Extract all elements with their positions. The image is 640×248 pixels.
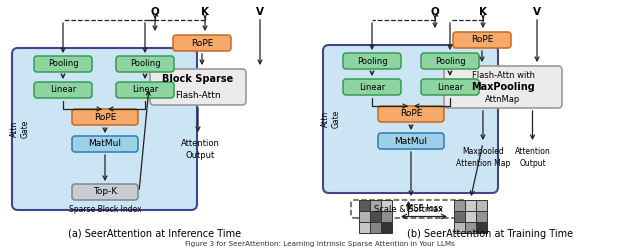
- Text: Linear: Linear: [359, 83, 385, 92]
- Text: Output: Output: [186, 151, 214, 159]
- Bar: [370, 222, 381, 233]
- Text: Flash-Attn with: Flash-Attn with: [472, 70, 534, 80]
- FancyBboxPatch shape: [421, 53, 479, 69]
- FancyBboxPatch shape: [351, 200, 466, 218]
- Bar: [370, 211, 381, 222]
- Text: Pooling: Pooling: [130, 60, 160, 68]
- Text: Block Sparse: Block Sparse: [163, 74, 234, 84]
- Text: Output: Output: [519, 158, 546, 167]
- Text: Scale & Softmax: Scale & Softmax: [374, 205, 443, 214]
- Bar: [359, 200, 370, 211]
- Bar: [359, 222, 370, 233]
- Text: Top-K: Top-K: [93, 187, 117, 196]
- Text: Pooling: Pooling: [356, 57, 387, 65]
- Bar: [454, 200, 465, 211]
- Text: Attention: Attention: [515, 148, 550, 156]
- Text: Q: Q: [150, 7, 159, 17]
- FancyBboxPatch shape: [116, 82, 174, 98]
- FancyBboxPatch shape: [116, 56, 174, 72]
- FancyBboxPatch shape: [72, 136, 138, 152]
- Text: Pooling: Pooling: [48, 60, 78, 68]
- FancyBboxPatch shape: [378, 106, 444, 122]
- Bar: [454, 222, 465, 233]
- Text: (a) SeerAttention at Inference Time: (a) SeerAttention at Inference Time: [68, 229, 241, 239]
- FancyBboxPatch shape: [421, 79, 479, 95]
- Bar: [465, 200, 476, 211]
- Bar: [381, 222, 392, 233]
- FancyBboxPatch shape: [378, 133, 444, 149]
- Text: MaxPooling: MaxPooling: [471, 82, 535, 92]
- FancyBboxPatch shape: [323, 45, 498, 193]
- FancyBboxPatch shape: [453, 32, 511, 48]
- Text: Q: Q: [431, 7, 440, 17]
- Text: Maxpooled: Maxpooled: [462, 148, 504, 156]
- Bar: [476, 222, 487, 233]
- Text: RoPE: RoPE: [94, 113, 116, 122]
- Text: V: V: [256, 7, 264, 17]
- Text: MSE loss: MSE loss: [406, 204, 442, 213]
- FancyBboxPatch shape: [72, 184, 138, 200]
- Bar: [370, 200, 381, 211]
- Text: (b) SeerAttention at Training Time: (b) SeerAttention at Training Time: [407, 229, 573, 239]
- Text: Attention: Attention: [180, 138, 220, 148]
- Text: Pooling: Pooling: [435, 57, 465, 65]
- Bar: [359, 211, 370, 222]
- FancyBboxPatch shape: [34, 82, 92, 98]
- Bar: [476, 211, 487, 222]
- FancyBboxPatch shape: [72, 109, 138, 125]
- Text: K: K: [201, 7, 209, 17]
- FancyBboxPatch shape: [343, 53, 401, 69]
- Text: Attn
Gate: Attn Gate: [321, 110, 340, 128]
- FancyBboxPatch shape: [343, 79, 401, 95]
- FancyBboxPatch shape: [150, 69, 246, 105]
- Text: Flash-Attn: Flash-Attn: [175, 91, 221, 99]
- Bar: [454, 211, 465, 222]
- Text: V: V: [533, 7, 541, 17]
- Text: Attn
Gate: Attn Gate: [10, 120, 29, 138]
- FancyBboxPatch shape: [444, 66, 562, 108]
- Text: Figure 3 for SeerAttention: Learning Intrinsic Sparse Attention in Your LLMs: Figure 3 for SeerAttention: Learning Int…: [185, 241, 455, 247]
- Bar: [476, 200, 487, 211]
- Text: RoPE: RoPE: [471, 35, 493, 44]
- Text: Linear: Linear: [437, 83, 463, 92]
- Text: RoPE: RoPE: [400, 110, 422, 119]
- Bar: [465, 211, 476, 222]
- Text: AttnMap: AttnMap: [485, 94, 520, 103]
- Bar: [381, 211, 392, 222]
- Text: RoPE: RoPE: [191, 38, 213, 48]
- Text: MatMul: MatMul: [394, 136, 428, 146]
- Bar: [381, 200, 392, 211]
- Text: Attention Map: Attention Map: [456, 158, 510, 167]
- Text: K: K: [479, 7, 487, 17]
- FancyBboxPatch shape: [12, 48, 197, 210]
- FancyBboxPatch shape: [173, 35, 231, 51]
- Text: MatMul: MatMul: [88, 139, 122, 149]
- Text: Sparse Block Index: Sparse Block Index: [68, 206, 141, 215]
- FancyBboxPatch shape: [34, 56, 92, 72]
- Text: Linear: Linear: [132, 86, 158, 94]
- Bar: [465, 222, 476, 233]
- Text: Linear: Linear: [50, 86, 76, 94]
